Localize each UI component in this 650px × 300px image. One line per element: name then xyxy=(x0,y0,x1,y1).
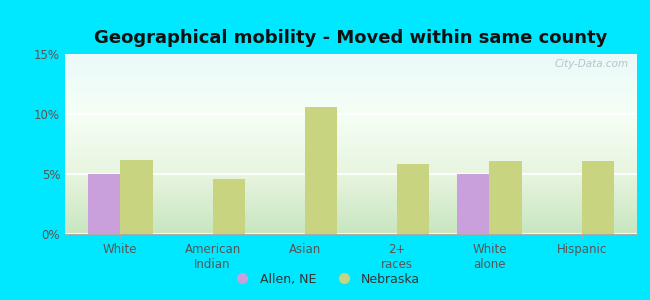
Bar xyxy=(397,164,430,234)
Bar xyxy=(305,107,337,234)
Bar xyxy=(88,174,120,234)
Bar xyxy=(489,161,522,234)
Title: Geographical mobility - Moved within same county: Geographical mobility - Moved within sam… xyxy=(94,29,608,47)
Bar xyxy=(120,160,153,234)
Text: City-Data.com: City-Data.com xyxy=(554,59,629,69)
Bar xyxy=(582,161,614,234)
Bar xyxy=(213,179,245,234)
Bar xyxy=(457,174,489,234)
Legend: Allen, NE, Nebraska: Allen, NE, Nebraska xyxy=(225,268,425,291)
